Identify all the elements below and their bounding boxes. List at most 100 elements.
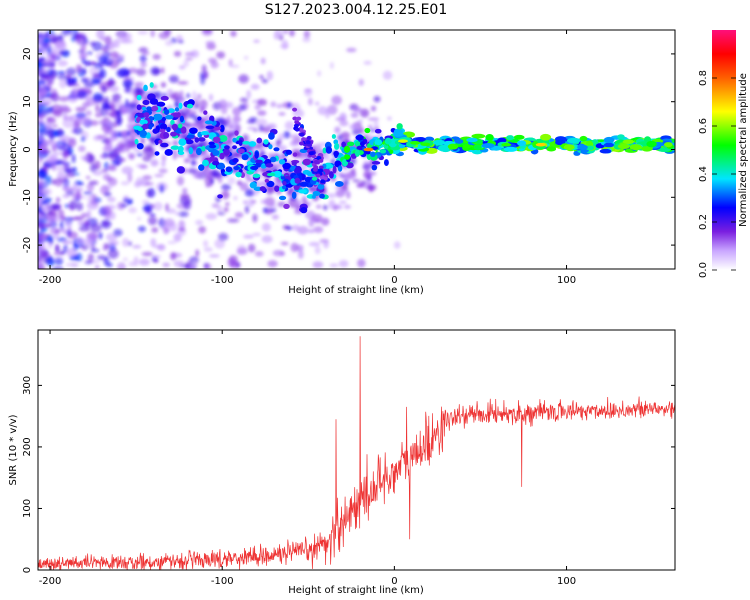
heatmap-ridge-blob (179, 115, 185, 123)
heatmap-ridge-blob (599, 148, 612, 154)
heatmap-blob (46, 117, 56, 124)
heatmap-blob (158, 217, 166, 228)
heatmap-blob (242, 200, 248, 205)
heatmap-blob (107, 196, 116, 203)
heatmap-blob (363, 170, 372, 179)
heatmap-ridge-blob (663, 142, 673, 148)
heatmap-ridge-blob (306, 135, 312, 140)
heatmap-blob (58, 96, 69, 102)
heatmap-blob (112, 39, 120, 48)
heatmap-blob (82, 157, 90, 162)
heatmap-blob (200, 124, 207, 130)
heatmap-blob (197, 93, 202, 100)
heatmap-blob (40, 110, 52, 115)
heatmap-blob (93, 61, 104, 70)
heatmap-blob (107, 248, 119, 259)
heatmap-ridge-blob (324, 163, 334, 169)
heatmap-blob (94, 112, 103, 118)
heatmap-ridge-blob (160, 95, 169, 101)
heatmap-blob (50, 54, 56, 58)
heatmap-blob (297, 226, 309, 235)
heatmap-blob (95, 103, 100, 113)
heatmap-blob (57, 74, 69, 81)
heatmap-blob (251, 200, 257, 204)
heatmap-blob (128, 102, 138, 109)
heatmap-blob (60, 227, 65, 233)
heatmap-blob (160, 81, 167, 88)
heatmap-ridge-blob (217, 194, 223, 199)
heatmap-ridge-blob (577, 144, 588, 150)
heatmap-blob (168, 75, 179, 84)
heatmap-blob (252, 232, 262, 237)
heatmap-ridge-blob (322, 147, 327, 154)
heatmap-blob (76, 90, 88, 99)
heatmap-blob (250, 83, 260, 90)
heatmap-ridge-blob (319, 175, 325, 180)
heatmap-ridge-blob (149, 82, 154, 88)
heatmap-ridge-blob (268, 132, 275, 140)
heatmap-ridge-blob (233, 165, 241, 171)
heatmap-blob (205, 40, 216, 46)
heatmap-blob (128, 261, 136, 267)
heatmap-ridge-blob (241, 154, 249, 161)
heatmap-blob (346, 47, 357, 53)
heatmap-ridge-blob (333, 150, 339, 157)
heatmap-blob (311, 213, 323, 222)
heatmap-blob (166, 88, 174, 95)
heatmap-blob (153, 244, 164, 249)
heatmap-blob (76, 202, 84, 211)
heatmap-ridge-blob (341, 141, 346, 148)
heatmap-blob (136, 68, 147, 77)
heatmap-ridge-blob (201, 145, 206, 152)
heatmap-ridge-blob (171, 123, 178, 130)
heatmap-ridge-blob (154, 151, 160, 156)
heatmap-blob (104, 108, 110, 114)
heatmap-blob (54, 243, 60, 254)
heatmap-ridge-blob (164, 148, 173, 156)
heatmap-blob (40, 249, 48, 257)
heatmap-ridge-blob (141, 106, 147, 111)
heatmap-blob (83, 80, 95, 88)
heatmap-blob (216, 205, 223, 215)
heatmap-blob (44, 175, 52, 181)
heatmap-blob (370, 105, 377, 112)
heatmap-blob (230, 64, 240, 68)
x-tick-label: -100 (211, 275, 234, 286)
heatmap-blob (75, 182, 85, 186)
heatmap-ridge-blob (208, 144, 217, 149)
heatmap-blob (158, 31, 170, 40)
heatmap-ridge-blob (355, 134, 364, 141)
heatmap-blob (82, 191, 93, 195)
heatmap-blob (115, 117, 123, 124)
x-tick-label: -200 (39, 275, 62, 286)
heatmap-blob (218, 99, 228, 109)
heatmap-blob (63, 115, 74, 121)
heatmap-blob (326, 193, 337, 198)
heatmap-ridge-blob (203, 110, 208, 115)
heatmap-blob (351, 128, 361, 136)
y-tick-label: 0 (22, 567, 33, 573)
heatmap-blob (64, 219, 73, 225)
heatmap-blob (173, 50, 182, 57)
heatmap-blob (49, 134, 55, 142)
heatmap-ridge-blob (265, 163, 274, 168)
heatmap-blob (131, 90, 136, 96)
heatmap-ridge-blob (294, 177, 301, 184)
heatmap-blob (227, 257, 237, 268)
heatmap-blob (83, 220, 89, 226)
heatmap-blob (127, 113, 134, 120)
heatmap-blob (146, 188, 153, 198)
heatmap-ridge-blob (462, 143, 472, 149)
heatmap-blob (288, 187, 294, 192)
heatmap-ridge-blob (159, 123, 168, 131)
heatmap-blob (39, 73, 49, 79)
heatmap-blob (134, 81, 144, 87)
heatmap-ridge-blob (266, 172, 276, 177)
heatmap-ridge-blob (235, 171, 242, 178)
heatmap-blob (264, 196, 276, 207)
heatmap-blob (271, 214, 279, 220)
heatmap-blob (172, 152, 178, 160)
heatmap-blob (322, 204, 328, 211)
snr-series-line (38, 336, 675, 570)
